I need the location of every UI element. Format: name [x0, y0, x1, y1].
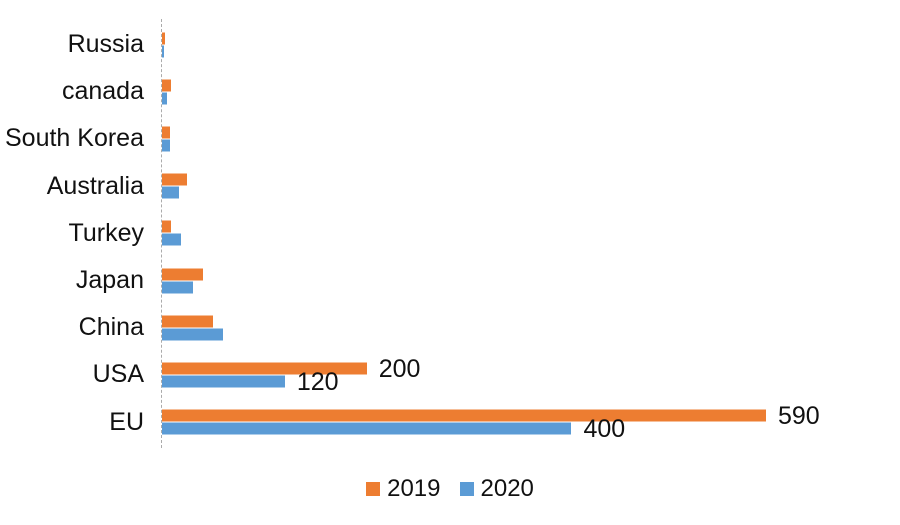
- bar-2020: [162, 92, 168, 105]
- bar-2019: 590: [162, 404, 820, 429]
- legend-label-2020: 2020: [480, 475, 534, 502]
- category-label: China: [78, 313, 144, 342]
- category-label: Japan: [75, 266, 144, 295]
- legend: 2019 2020: [0, 477, 900, 501]
- category-row: China: [0, 304, 900, 351]
- legend-swatch-2019: [366, 482, 381, 496]
- legend-label-2019: 2019: [387, 475, 441, 502]
- data-label: 200: [378, 354, 421, 383]
- bar-group: [162, 220, 182, 246]
- category-label: canada: [61, 77, 144, 106]
- category-row: USA 200 120: [0, 351, 900, 398]
- bar-2020: [162, 186, 180, 199]
- bar-2020: 120: [162, 369, 339, 394]
- category-row: South Korea: [0, 115, 900, 162]
- bar-2019: [162, 173, 187, 186]
- bar-2019: [162, 268, 203, 281]
- category-row: Australia: [0, 163, 900, 210]
- bar-2019: 200: [162, 356, 420, 381]
- bar-group: 200 120: [162, 356, 420, 394]
- bar-2019: [162, 220, 172, 233]
- category-label: Australia: [46, 171, 144, 200]
- bar-2020: [162, 328, 224, 341]
- bar-2019: [162, 32, 166, 45]
- bar-group: [162, 173, 187, 199]
- category-row: Japan: [0, 257, 900, 304]
- category-label: Russia: [67, 30, 144, 59]
- legend-entry-2020: 2020: [459, 475, 534, 502]
- y-axis-line: [161, 19, 162, 448]
- bar-group: [162, 32, 166, 58]
- bar-2020: [162, 233, 182, 246]
- bar-group: [162, 268, 203, 294]
- category-row: Russia: [0, 21, 900, 68]
- plot-area: Russia canada South Korea Australia Turkey Ja…: [0, 19, 900, 448]
- category-label: South Korea: [5, 124, 144, 153]
- bar-group: [162, 79, 172, 105]
- category-row: canada: [0, 68, 900, 115]
- data-label: 120: [296, 367, 339, 396]
- bar-group: [162, 315, 224, 341]
- bar-2019: [162, 126, 171, 139]
- bar-2020: [162, 45, 165, 58]
- bar-2019: [162, 79, 172, 92]
- category-row: EU 590 400: [0, 399, 900, 446]
- bar-group: [162, 126, 171, 152]
- legend-entry-2019: 2019: [366, 475, 441, 502]
- data-label: 400: [583, 415, 626, 444]
- category-label: Turkey: [68, 218, 144, 247]
- data-label: 590: [778, 402, 820, 431]
- category-row: Turkey: [0, 210, 900, 257]
- category-label: USA: [92, 360, 144, 389]
- bar-2020: [162, 281, 193, 294]
- legend-swatch-2020: [459, 482, 474, 496]
- bar-2020: [162, 139, 171, 152]
- category-label: EU: [109, 407, 144, 436]
- bar-2020: 400: [162, 417, 625, 442]
- bar-group: 590 400: [162, 404, 820, 442]
- bar-2019: [162, 315, 214, 328]
